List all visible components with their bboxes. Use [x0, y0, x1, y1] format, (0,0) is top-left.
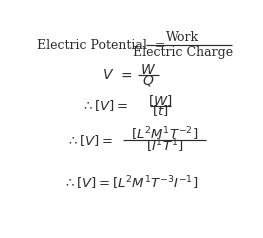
Text: $\therefore[V]=$: $\therefore[V]=$ — [66, 133, 114, 148]
Text: $[W]$: $[W]$ — [148, 93, 173, 108]
Text: $\mathit{V}$: $\mathit{V}$ — [102, 68, 114, 82]
Text: Work: Work — [166, 31, 199, 44]
Text: $[L^2M^1T^{-2}]$: $[L^2M^1T^{-2}]$ — [131, 126, 198, 143]
Text: Electric Charge: Electric Charge — [133, 45, 233, 59]
Text: $=$: $=$ — [118, 68, 133, 82]
Text: $[I^1T^1]$: $[I^1T^1]$ — [146, 138, 183, 155]
Text: Electric Potential  =: Electric Potential = — [37, 40, 165, 52]
Text: $W$: $W$ — [140, 63, 156, 77]
Text: $Q$: $Q$ — [142, 73, 154, 88]
Text: $[t]$: $[t]$ — [152, 104, 169, 119]
Text: $\therefore[V]=$: $\therefore[V]=$ — [81, 98, 128, 113]
Text: $\therefore[V]=[L^2M^1T^{-3}I^{-1}]$: $\therefore[V]=[L^2M^1T^{-3}I^{-1}]$ — [63, 175, 198, 192]
